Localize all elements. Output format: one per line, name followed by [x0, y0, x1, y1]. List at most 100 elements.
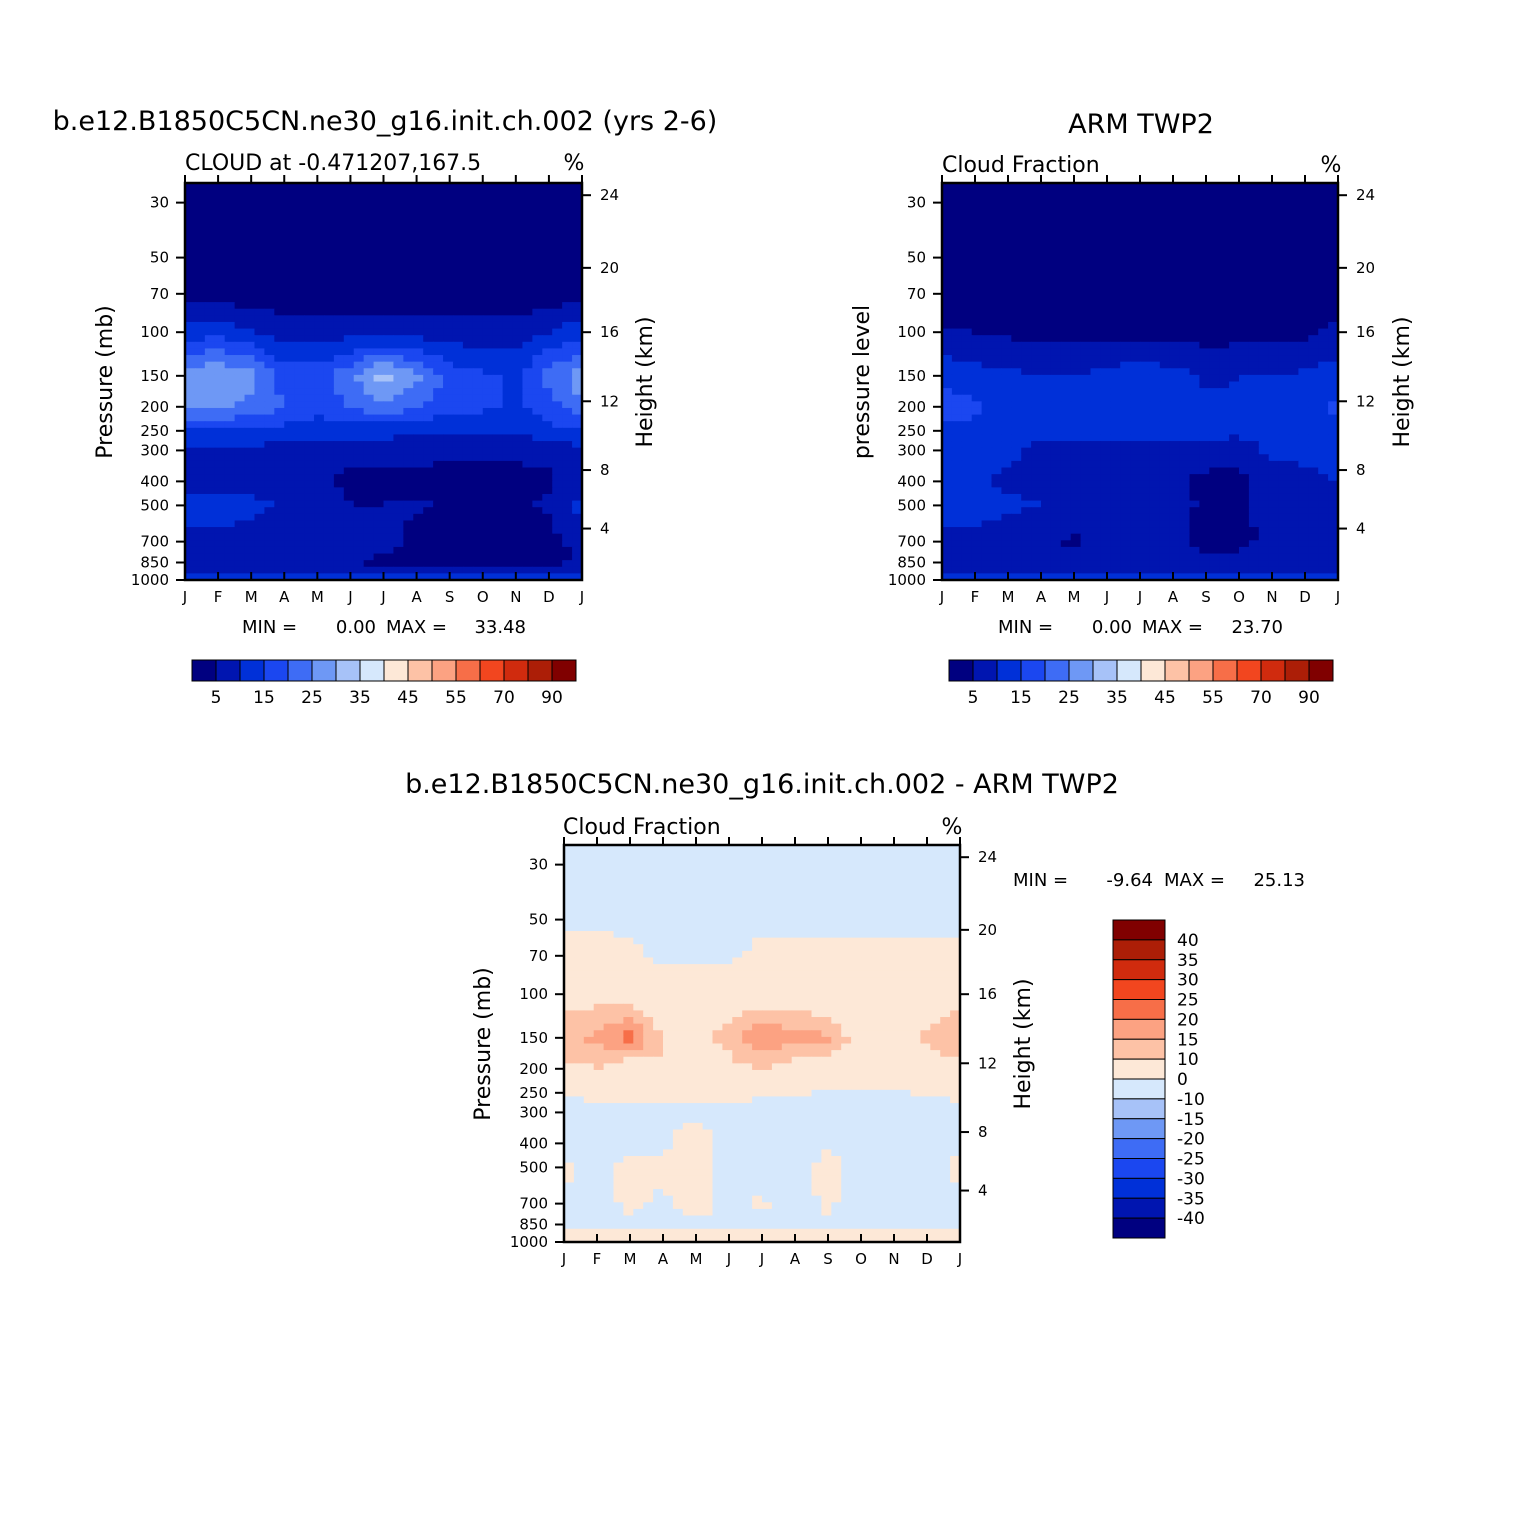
contour-cell [214, 553, 226, 561]
contour-cell [1031, 560, 1042, 568]
contour-cell [244, 434, 256, 442]
contour-cell [452, 189, 464, 197]
contour-cell [961, 315, 973, 323]
contour-cell [234, 302, 246, 310]
contour-cell [314, 361, 325, 369]
contour-cell [234, 566, 246, 574]
contour-cell [1130, 427, 1141, 436]
contour-cell [1308, 335, 1319, 343]
contour-cell [971, 394, 983, 402]
contour-cell [1041, 275, 1052, 283]
contour-cell [472, 434, 484, 442]
contour-cell [1031, 394, 1042, 402]
contour-cell [1110, 447, 1121, 455]
contour-cell [1090, 355, 1101, 363]
y-tick-label: 500 [897, 496, 926, 514]
contour-cell [373, 302, 385, 310]
contour-cell [572, 335, 583, 343]
contour-cell [363, 427, 375, 436]
contour-cell [383, 507, 395, 515]
contour-cell [423, 209, 434, 217]
contour-cell [224, 513, 236, 522]
contour-cell [214, 447, 226, 455]
contour-cell [1149, 480, 1161, 488]
contour-cell [314, 467, 325, 475]
contour-cell [403, 573, 414, 581]
contour-cell [204, 441, 216, 449]
contour-cell [492, 361, 504, 369]
contour-cell [443, 216, 454, 224]
contour-cell [1070, 308, 1082, 316]
contour-cell [1140, 553, 1151, 561]
contour-cell [991, 427, 1002, 436]
contour-cell [1209, 474, 1220, 482]
contour-cell [423, 202, 434, 211]
contour-cell [294, 507, 305, 515]
contour-cell [274, 209, 285, 217]
contour-cell [502, 540, 514, 548]
contour-cell [1120, 315, 1131, 323]
contour-cell [562, 249, 573, 257]
contour-cell [1179, 414, 1191, 422]
contour-cell [512, 355, 524, 363]
contour-cell [244, 235, 256, 244]
contour-cell [443, 454, 454, 462]
contour-cell [1268, 434, 1280, 442]
contour-cell [373, 407, 385, 416]
contour-cell [1120, 500, 1131, 508]
contour-cell [1278, 275, 1290, 283]
y-tick-label: 70 [150, 285, 169, 303]
contour-cell [1011, 348, 1022, 356]
contour-cell [1080, 269, 1092, 277]
contour-cell [1100, 500, 1111, 508]
x-tick-label: A [279, 588, 290, 606]
contour-cell [1219, 249, 1230, 257]
contour-cell [1021, 460, 1032, 469]
contour-cell [981, 507, 993, 515]
contour-cell [1308, 493, 1319, 502]
contour-cell [1229, 520, 1240, 528]
contour-cell [1189, 454, 1200, 462]
contour-cell [1258, 235, 1270, 244]
contour-cell [1060, 242, 1072, 250]
contour-cell [323, 454, 335, 462]
contour-cell [532, 235, 543, 244]
contour-cell [1308, 447, 1319, 455]
contour-cell [274, 441, 285, 449]
contour-cell [443, 394, 454, 402]
contour-cell [532, 209, 543, 217]
contour-cell [353, 394, 365, 402]
contour-cell [971, 560, 983, 568]
contour-cell [1248, 520, 1260, 528]
contour-cell [1110, 421, 1121, 429]
contour-cell [1288, 381, 1299, 389]
contour-cell [512, 560, 524, 568]
contour-cell [981, 222, 993, 230]
contour-cell [951, 513, 963, 522]
contour-cell [373, 493, 385, 502]
contour-cell [552, 269, 563, 277]
contour-cell [254, 222, 266, 230]
contour-cell [1189, 401, 1200, 409]
contour-cell [1140, 493, 1151, 502]
contour-cell [413, 513, 424, 522]
contour-cell [1070, 368, 1082, 376]
contour-cell [413, 202, 424, 211]
contour-cell [413, 355, 424, 363]
contour-cell [532, 216, 543, 224]
contour-cell [333, 288, 345, 297]
contour-cell [502, 222, 514, 230]
contour-cell [951, 302, 963, 310]
contour-cell [1169, 381, 1181, 389]
x-tick-label: A [1168, 588, 1179, 606]
contour-cell [1031, 341, 1042, 350]
contour-cell [363, 368, 375, 376]
contour-cell [284, 533, 295, 541]
contour-cell [1090, 540, 1101, 548]
contour-cell [1110, 480, 1121, 488]
contour-cell [512, 315, 524, 323]
contour-cell [1199, 447, 1210, 455]
contour-cell [423, 427, 434, 436]
panel-model-plot: J F M A M J J A S O N D J305070100150200250300400500… [131, 175, 619, 606]
contour-cell [244, 566, 256, 574]
